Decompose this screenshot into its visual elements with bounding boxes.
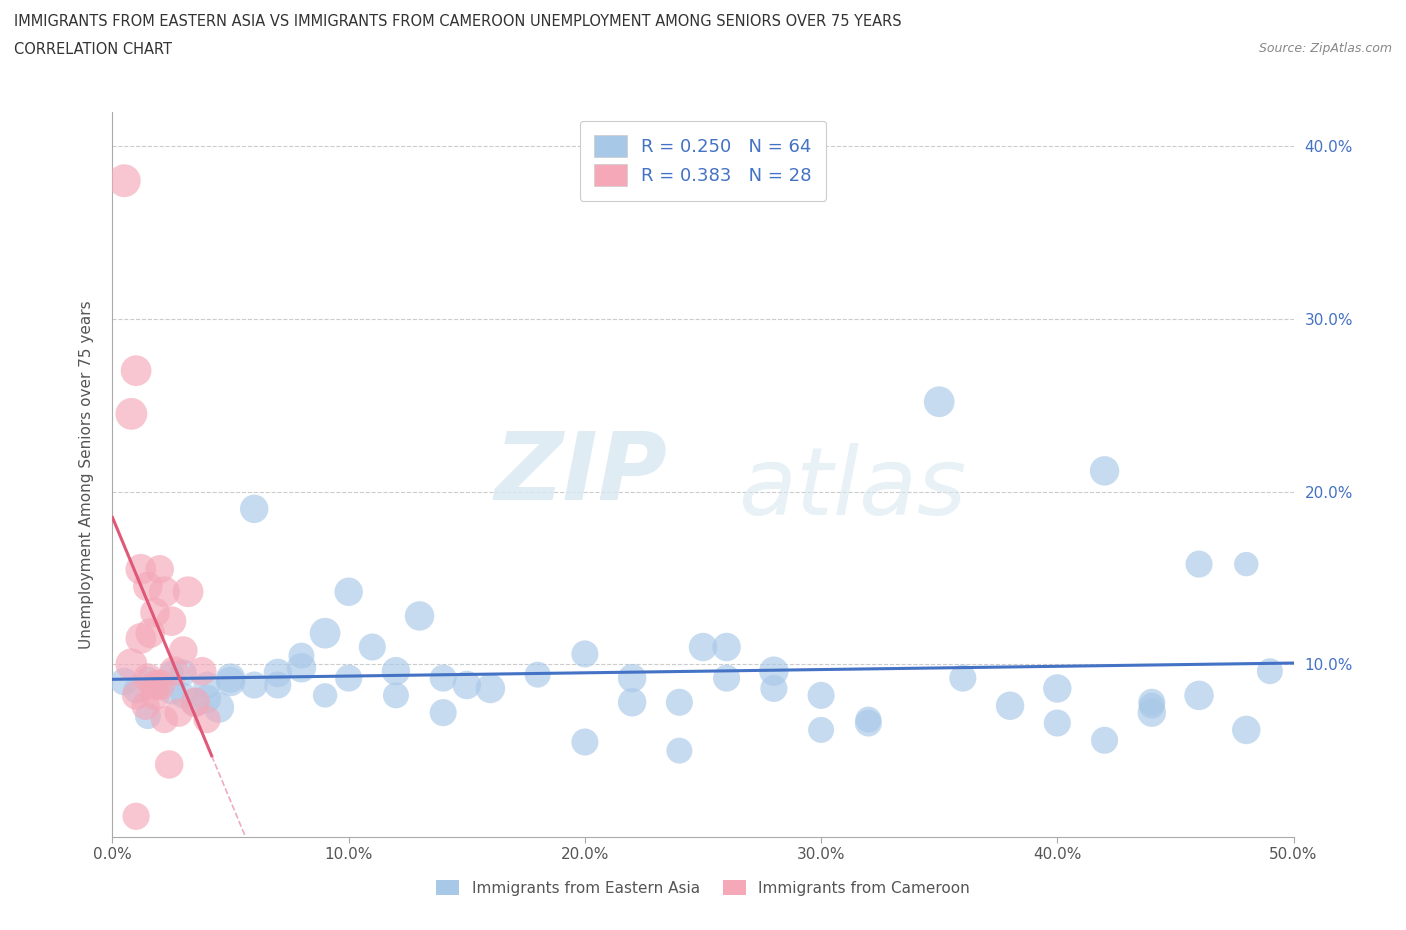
Point xyxy=(139,626,162,641)
Point xyxy=(337,584,360,599)
Point xyxy=(219,674,242,689)
Point xyxy=(136,671,159,685)
Point xyxy=(172,643,194,658)
Point xyxy=(762,664,785,679)
Point xyxy=(172,688,194,703)
Point xyxy=(1094,733,1116,748)
Point xyxy=(385,664,408,679)
Point xyxy=(153,712,176,727)
Point xyxy=(998,698,1021,713)
Point xyxy=(526,667,548,682)
Point xyxy=(167,705,190,720)
Point xyxy=(163,664,186,679)
Point xyxy=(716,671,738,685)
Text: atlas: atlas xyxy=(738,444,967,535)
Point xyxy=(143,605,166,620)
Point xyxy=(160,683,183,698)
Point xyxy=(1046,715,1069,730)
Point xyxy=(456,678,478,693)
Point xyxy=(125,688,148,703)
Point xyxy=(120,657,142,671)
Point xyxy=(135,698,157,713)
Point xyxy=(1140,705,1163,720)
Point xyxy=(160,614,183,629)
Point xyxy=(1258,664,1281,679)
Point xyxy=(1140,698,1163,713)
Point xyxy=(668,743,690,758)
Point xyxy=(952,671,974,685)
Point xyxy=(129,562,152,577)
Point xyxy=(361,640,384,655)
Point xyxy=(810,688,832,703)
Text: CORRELATION CHART: CORRELATION CHART xyxy=(14,42,172,57)
Point xyxy=(762,681,785,696)
Point xyxy=(243,678,266,693)
Point xyxy=(858,712,880,727)
Point xyxy=(143,688,166,703)
Point xyxy=(184,695,207,710)
Point xyxy=(479,681,502,696)
Point xyxy=(195,678,218,693)
Point xyxy=(160,666,183,681)
Point xyxy=(219,671,242,685)
Point xyxy=(136,671,159,685)
Point xyxy=(1234,557,1257,572)
Point xyxy=(191,664,214,679)
Point xyxy=(177,584,200,599)
Point xyxy=(112,674,135,689)
Point xyxy=(136,579,159,594)
Point xyxy=(621,671,644,685)
Y-axis label: Unemployment Among Seniors over 75 years: Unemployment Among Seniors over 75 years xyxy=(79,300,94,648)
Point xyxy=(668,695,690,710)
Point xyxy=(574,646,596,661)
Point xyxy=(314,688,336,703)
Legend: Immigrants from Eastern Asia, Immigrants from Cameroon: Immigrants from Eastern Asia, Immigrants… xyxy=(430,873,976,902)
Point xyxy=(928,394,950,409)
Point xyxy=(314,626,336,641)
Point xyxy=(432,705,454,720)
Point xyxy=(1188,688,1211,703)
Point xyxy=(172,666,194,681)
Point xyxy=(153,584,176,599)
Point xyxy=(574,735,596,750)
Point xyxy=(125,809,148,824)
Point xyxy=(143,678,166,693)
Point xyxy=(385,688,408,703)
Point xyxy=(149,678,172,693)
Point xyxy=(136,709,159,724)
Text: ZIP: ZIP xyxy=(495,429,668,520)
Text: Source: ZipAtlas.com: Source: ZipAtlas.com xyxy=(1258,42,1392,55)
Point xyxy=(692,640,714,655)
Point xyxy=(120,406,142,421)
Point xyxy=(810,723,832,737)
Point xyxy=(290,660,312,675)
Point xyxy=(1140,695,1163,710)
Point xyxy=(290,648,312,663)
Point xyxy=(716,640,738,655)
Point xyxy=(432,671,454,685)
Text: IMMIGRANTS FROM EASTERN ASIA VS IMMIGRANTS FROM CAMEROON UNEMPLOYMENT AMONG SENI: IMMIGRANTS FROM EASTERN ASIA VS IMMIGRAN… xyxy=(14,14,901,29)
Point xyxy=(157,757,180,772)
Point xyxy=(621,695,644,710)
Point xyxy=(149,678,172,693)
Point xyxy=(243,501,266,516)
Point xyxy=(208,700,231,715)
Point xyxy=(1046,681,1069,696)
Point xyxy=(129,631,152,645)
Point xyxy=(267,666,290,681)
Point xyxy=(125,683,148,698)
Point xyxy=(184,695,207,710)
Point xyxy=(1234,723,1257,737)
Point xyxy=(112,173,135,188)
Point xyxy=(195,691,218,706)
Point xyxy=(125,364,148,379)
Point xyxy=(858,715,880,730)
Point xyxy=(337,671,360,685)
Point xyxy=(195,712,218,727)
Point xyxy=(1188,557,1211,572)
Point xyxy=(267,678,290,693)
Point xyxy=(1094,463,1116,478)
Point xyxy=(408,608,430,623)
Point xyxy=(149,562,172,577)
